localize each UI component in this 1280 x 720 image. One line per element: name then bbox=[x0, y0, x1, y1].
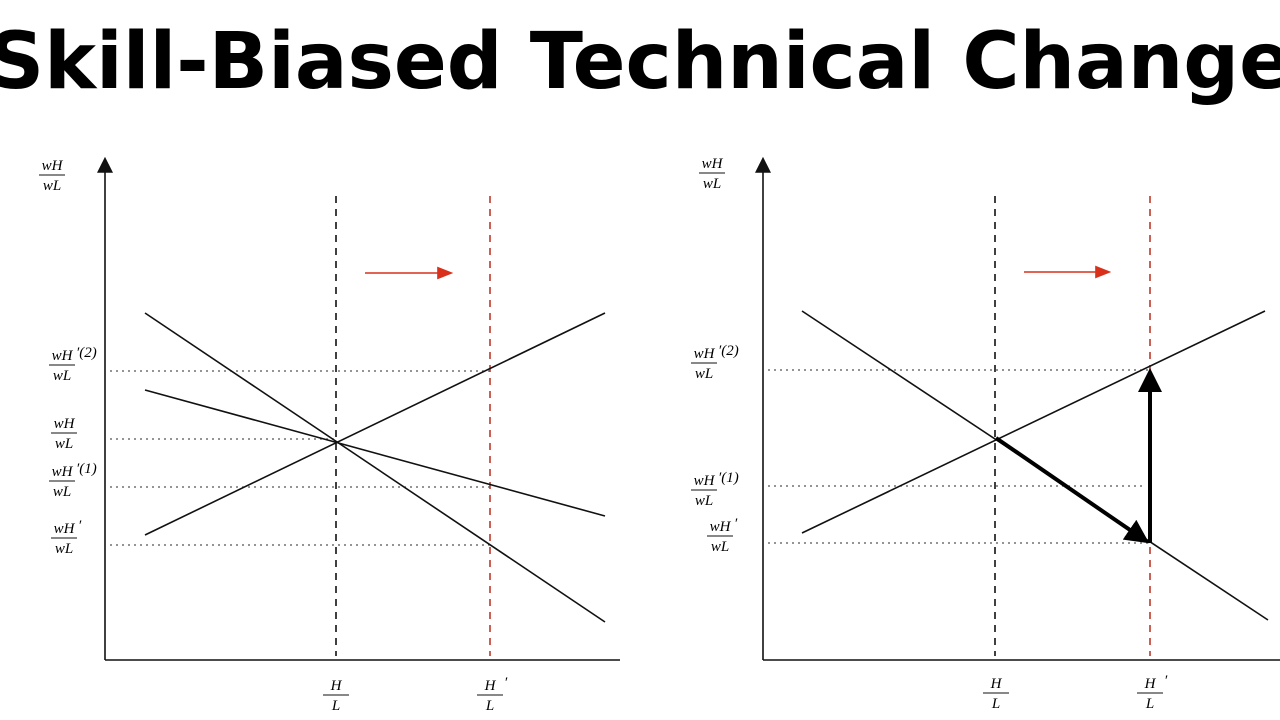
label-denominator: L bbox=[1145, 696, 1154, 712]
label-denominator: L bbox=[485, 698, 494, 714]
label-suffix: ′ bbox=[78, 518, 82, 534]
label-suffix: ′(1) bbox=[76, 461, 97, 477]
label-numerator: H bbox=[484, 678, 497, 694]
left-panel bbox=[97, 156, 620, 661]
label-denominator: wL bbox=[55, 436, 73, 452]
label-suffix: ′(2) bbox=[76, 345, 97, 361]
right-panel bbox=[755, 156, 1280, 661]
demand-line bbox=[144, 312, 606, 623]
label-denominator: L bbox=[991, 696, 1000, 712]
label-numerator: wH bbox=[694, 346, 716, 362]
label-numerator: wH bbox=[42, 158, 64, 174]
label-denominator: wL bbox=[53, 368, 71, 384]
label-numerator: H bbox=[330, 678, 343, 694]
label-numerator: H bbox=[1144, 676, 1157, 692]
label-denominator: L bbox=[331, 698, 340, 714]
label-suffix: ′(2) bbox=[718, 343, 739, 359]
label-denominator: wL bbox=[703, 176, 721, 192]
label-suffix: ′(1) bbox=[718, 470, 739, 486]
label-suffix: ′ bbox=[734, 516, 738, 532]
supply-line bbox=[144, 312, 606, 536]
demand-line bbox=[144, 389, 606, 517]
label-numerator: wH bbox=[52, 464, 74, 480]
label-suffix: ′ bbox=[1164, 673, 1168, 689]
label-denominator: wL bbox=[711, 539, 729, 555]
label-numerator: H bbox=[990, 676, 1003, 692]
title: Skill-Biased Technical Change bbox=[0, 17, 1280, 107]
move-arrow bbox=[994, 436, 1150, 544]
label-numerator: wH bbox=[54, 521, 76, 537]
label-numerator: wH bbox=[710, 519, 732, 535]
label-numerator: wH bbox=[54, 416, 76, 432]
label-suffix: ′ bbox=[504, 675, 508, 691]
label-denominator: wL bbox=[55, 541, 73, 557]
label-denominator: wL bbox=[43, 178, 61, 194]
label-numerator: wH bbox=[702, 156, 724, 172]
supply-line bbox=[801, 310, 1266, 534]
label-denominator: wL bbox=[695, 366, 713, 382]
label-numerator: wH bbox=[52, 348, 74, 364]
label-numerator: wH bbox=[694, 473, 716, 489]
label-denominator: wL bbox=[53, 484, 71, 500]
label-denominator: wL bbox=[695, 493, 713, 509]
